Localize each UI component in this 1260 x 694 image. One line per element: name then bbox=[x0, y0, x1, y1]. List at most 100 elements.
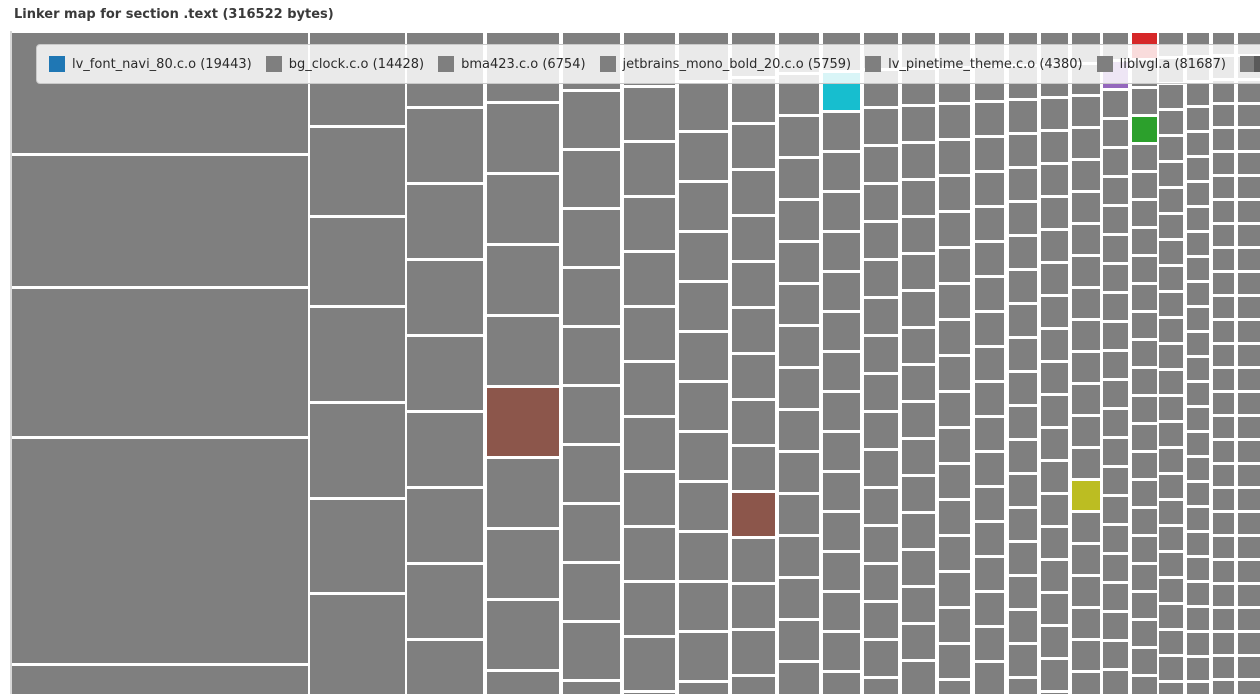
treemap-cell bbox=[1041, 363, 1068, 393]
treemap-cell bbox=[1103, 555, 1128, 581]
treemap-cell bbox=[1132, 173, 1157, 198]
legend-item: bg_clock.c.o (14428) bbox=[265, 56, 424, 72]
treemap-cell bbox=[679, 233, 728, 280]
treemap-cell bbox=[487, 317, 559, 385]
treemap-cell bbox=[1072, 641, 1100, 670]
legend-swatch bbox=[1239, 56, 1256, 72]
legend-swatch bbox=[438, 56, 455, 72]
treemap-cell bbox=[975, 418, 1004, 450]
treemap-cell bbox=[563, 446, 620, 502]
treemap-cell bbox=[975, 103, 1004, 135]
treemap-cell bbox=[975, 173, 1004, 205]
treemap-cell bbox=[864, 679, 898, 694]
treemap-cell bbox=[975, 383, 1004, 415]
treemap-cell bbox=[939, 177, 970, 210]
treemap-cell bbox=[679, 333, 728, 380]
treemap-cell bbox=[975, 278, 1004, 310]
treemap-cell-brown bbox=[487, 388, 559, 456]
treemap-cell bbox=[902, 588, 935, 622]
treemap-cell bbox=[902, 144, 935, 178]
treemap-cell bbox=[1041, 627, 1068, 657]
treemap-cell bbox=[1103, 236, 1128, 262]
treemap-cell bbox=[12, 289, 308, 436]
treemap-cell bbox=[487, 459, 559, 527]
treemap-cell bbox=[12, 439, 308, 663]
treemap-cell bbox=[1009, 611, 1037, 642]
treemap-cell bbox=[939, 393, 970, 426]
treemap-cell bbox=[1009, 237, 1037, 268]
treemap-cell bbox=[1159, 345, 1183, 368]
page-title: Linker map for section .text (316522 byt… bbox=[14, 7, 334, 22]
treemap-cell bbox=[1187, 508, 1209, 530]
treemap-cell bbox=[1238, 225, 1260, 246]
treemap-cell bbox=[563, 92, 620, 148]
treemap-cell bbox=[939, 429, 970, 462]
treemap-cell bbox=[1041, 231, 1068, 261]
treemap-cell bbox=[1041, 561, 1068, 591]
treemap-cell bbox=[1159, 137, 1183, 160]
treemap-cell bbox=[823, 193, 860, 230]
treemap-cell bbox=[1041, 660, 1068, 690]
treemap-cell bbox=[1187, 208, 1209, 230]
treemap-cell bbox=[902, 625, 935, 659]
treemap-cell bbox=[732, 677, 775, 694]
treemap-cell bbox=[939, 249, 970, 282]
treemap-cell bbox=[975, 523, 1004, 555]
treemap-cell bbox=[779, 663, 819, 694]
treemap-cell bbox=[1041, 330, 1068, 360]
treemap-cell bbox=[1213, 417, 1234, 438]
treemap-cell bbox=[1213, 681, 1234, 694]
treemap-cell bbox=[1187, 233, 1209, 255]
treemap-cell bbox=[1187, 433, 1209, 455]
treemap-cell bbox=[1132, 481, 1157, 506]
treemap-cell bbox=[624, 528, 675, 580]
treemap-cell bbox=[779, 369, 819, 408]
legend-item-label: liblvgl.a (81687) bbox=[1119, 56, 1226, 72]
treemap-cell bbox=[1072, 353, 1100, 382]
treemap-cell bbox=[1103, 149, 1128, 175]
treemap-cell bbox=[1187, 408, 1209, 430]
treemap-cell bbox=[1009, 577, 1037, 608]
treemap-cell bbox=[1072, 545, 1100, 574]
treemap-cell bbox=[1103, 207, 1128, 233]
treemap-cell bbox=[1238, 129, 1260, 150]
treemap-cell bbox=[1159, 241, 1183, 264]
treemap-cell bbox=[1072, 257, 1100, 286]
treemap-cell bbox=[679, 133, 728, 180]
treemap-cell bbox=[1103, 410, 1128, 436]
treemap-cell bbox=[1213, 321, 1234, 342]
treemap-cell bbox=[1213, 561, 1234, 582]
legend-swatch bbox=[265, 56, 282, 72]
treemap-cell bbox=[1041, 264, 1068, 294]
treemap-cell bbox=[1159, 579, 1183, 602]
treemap-cell bbox=[1238, 657, 1260, 678]
treemap-cell bbox=[563, 505, 620, 561]
treemap-cell bbox=[823, 353, 860, 390]
treemap-cell bbox=[1103, 323, 1128, 349]
treemap-cell bbox=[864, 489, 898, 524]
treemap-cell bbox=[1041, 132, 1068, 162]
treemap-cell bbox=[1159, 293, 1183, 316]
treemap-cell bbox=[487, 672, 559, 694]
treemap-cell bbox=[1213, 393, 1234, 414]
treemap-cell bbox=[407, 565, 483, 638]
treemap-cell bbox=[1132, 257, 1157, 282]
treemap-cell bbox=[902, 514, 935, 548]
treemap-cell bbox=[779, 411, 819, 450]
treemap-cell bbox=[902, 181, 935, 215]
treemap-cell bbox=[1187, 333, 1209, 355]
treemap-cell bbox=[1159, 397, 1183, 420]
treemap-cell bbox=[939, 465, 970, 498]
treemap-cell bbox=[1238, 249, 1260, 270]
treemap-cell bbox=[1213, 369, 1234, 390]
treemap-cell bbox=[1041, 495, 1068, 525]
treemap-cell bbox=[624, 583, 675, 635]
treemap-cell bbox=[563, 151, 620, 207]
treemap-cell bbox=[823, 513, 860, 550]
treemap-cell bbox=[779, 243, 819, 282]
treemap-cell bbox=[1072, 609, 1100, 638]
treemap-cell bbox=[1238, 513, 1260, 534]
treemap-cell bbox=[1103, 265, 1128, 291]
treemap-cell bbox=[732, 125, 775, 168]
treemap-cell bbox=[1187, 133, 1209, 155]
